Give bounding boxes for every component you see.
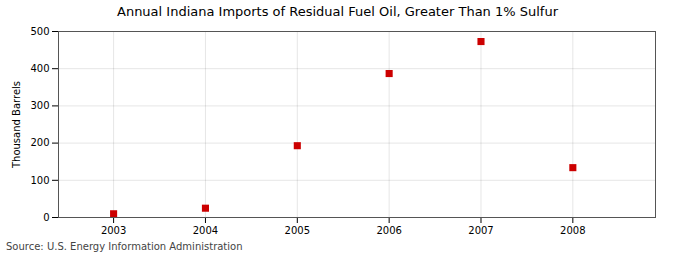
svg-text:0: 0	[43, 212, 49, 223]
html-text:Source: U.S. Energy Informatio: Source: U.S. Energy Information Administ…	[6, 241, 243, 252]
html-text:Annual Indiana Imports of Resi: Annual Indiana Imports of Residual Fuel …	[117, 4, 558, 19]
svg-text:500: 500	[30, 26, 49, 37]
svg-text:2007: 2007	[468, 225, 493, 236]
svg-text:100: 100	[30, 175, 49, 186]
svg-text:200: 200	[30, 137, 49, 148]
svg-text:2005: 2005	[285, 225, 310, 236]
svg-text:2004: 2004	[193, 225, 218, 236]
svg-text:300: 300	[30, 100, 49, 111]
svg-text:2003: 2003	[101, 225, 126, 236]
svg-text:2006: 2006	[376, 225, 401, 236]
svg-text:400: 400	[30, 63, 49, 74]
svg-text:2008: 2008	[560, 225, 585, 236]
svg-text:Thousand Barrels: Thousand Barrels	[11, 81, 22, 169]
